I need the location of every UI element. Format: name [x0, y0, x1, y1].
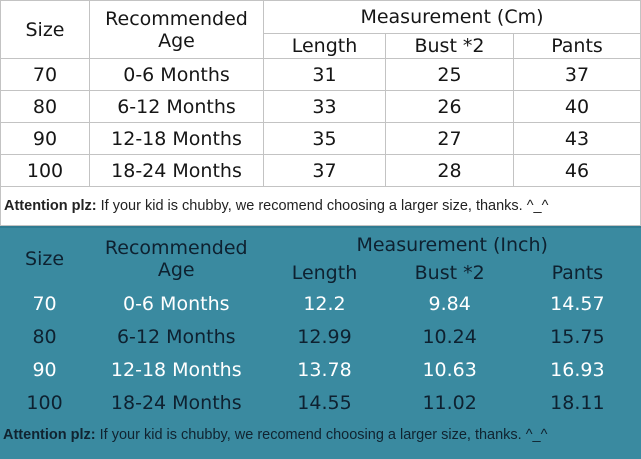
- pants-cell: 37: [512, 58, 641, 91]
- table-row: 90 12-18 Months 13.78 10.63 16.93: [0, 353, 641, 386]
- inch-bust-header: Bust *2: [414, 261, 485, 284]
- bust-cell: 25: [385, 58, 514, 91]
- attention-note-text: If your kid is chubby, we recomend choos…: [95, 426, 548, 443]
- length-cell: 12.99: [297, 325, 352, 348]
- inch-length-header: Length: [291, 261, 358, 284]
- cm-table-title: Measurement (Cm): [262, 0, 641, 34]
- pants-cell: 40: [512, 90, 641, 123]
- inch-table-title: Measurement (Inch): [356, 233, 548, 256]
- size-cell: 90: [0, 122, 90, 155]
- bust-cell: 26: [385, 90, 514, 123]
- cm-age-header: Recommended Age: [89, 0, 264, 59]
- cm-header-row: Size Recommended Age Measurement (Cm): [0, 0, 641, 59]
- size-cell: 90: [32, 358, 57, 381]
- age-cell: 6-12 Months: [89, 90, 264, 123]
- pants-cell: 15.75: [550, 325, 605, 348]
- cm-length-header: Length: [263, 33, 386, 59]
- inch-pants-header: Pants: [551, 261, 604, 284]
- pants-cell: 18.11: [550, 391, 605, 414]
- pants-cell: 14.57: [550, 292, 605, 315]
- inch-size-table: Size Recommended Age Measurement (Inch) …: [0, 231, 641, 450]
- length-cell: 33: [263, 90, 386, 123]
- bust-cell: 10.63: [422, 358, 477, 381]
- cm-size-table: Size Recommended Age Measurement (Cm) Le…: [0, 0, 641, 226]
- pants-cell: 16.93: [550, 358, 605, 381]
- table-row: 100 18-24 Months 37 28 46: [0, 154, 641, 187]
- table-row: 80 6-12 Months 12.99 10.24 15.75: [0, 320, 641, 353]
- length-cell: 37: [263, 154, 386, 187]
- table-row: 80 6-12 Months 33 26 40: [0, 90, 641, 123]
- inch-size-header: Size: [25, 248, 65, 270]
- inch-note-row: Attention plz: If your kid is chubby, we…: [0, 419, 641, 450]
- age-cell: 12-18 Months: [110, 358, 242, 381]
- length-cell: 31: [263, 58, 386, 91]
- cm-subheader-row: Length Bust *2 Pants: [1, 33, 641, 59]
- length-cell: 35: [263, 122, 386, 155]
- size-cell: 100: [0, 154, 90, 187]
- inch-subheader-row: Length Bust *2 Pants: [0, 258, 641, 287]
- age-cell: 18-24 Months: [110, 391, 242, 414]
- bust-cell: 28: [385, 154, 514, 187]
- attention-note: Attention plz: If your kid is chubby, we…: [0, 186, 641, 226]
- table-row: 100 18-24 Months 14.55 11.02 18.11: [0, 386, 641, 419]
- cm-note-row: Attention plz: If your kid is chubby, we…: [0, 186, 641, 226]
- attention-note-label: Attention plz:: [4, 198, 97, 214]
- bust-cell: 10.24: [422, 325, 477, 348]
- size-cell: 70: [0, 58, 90, 91]
- size-cell: 100: [26, 391, 63, 414]
- cm-bust-header: Bust *2: [385, 33, 514, 59]
- attention-note-text: If your kid is chubby, we recomend choos…: [96, 198, 549, 214]
- age-cell: 0-6 Months: [89, 58, 264, 91]
- table-row: 70 0-6 Months 31 25 37: [0, 58, 641, 91]
- length-cell: 14.55: [297, 391, 352, 414]
- pants-cell: 43: [512, 122, 641, 155]
- table-row: 70 0-6 Months 12.2 9.84 14.57: [0, 287, 641, 320]
- bust-cell: 9.84: [428, 292, 471, 315]
- size-cell: 70: [32, 292, 57, 315]
- pants-cell: 46: [512, 154, 641, 187]
- age-cell: 0-6 Months: [122, 292, 230, 315]
- size-cell: 80: [32, 325, 57, 348]
- cm-pants-header: Pants: [512, 33, 641, 59]
- inch-age-header: Recommended Age: [104, 237, 248, 281]
- cm-size-header: Size: [0, 0, 90, 59]
- size-cell: 80: [0, 90, 90, 123]
- table-row: 90 12-18 Months 35 27 43: [0, 122, 641, 155]
- age-cell: 12-18 Months: [89, 122, 264, 155]
- bust-cell: 11.02: [422, 391, 477, 414]
- bust-cell: 27: [385, 122, 514, 155]
- age-cell: 6-12 Months: [116, 325, 236, 348]
- inch-section: Size Recommended Age Measurement (Inch) …: [0, 226, 641, 459]
- length-cell: 13.78: [297, 358, 352, 381]
- length-cell: 12.2: [303, 292, 346, 315]
- attention-note: Attention plz: If your kid is chubby, we…: [0, 419, 641, 450]
- attention-note-label: Attention plz:: [3, 426, 96, 443]
- age-cell: 18-24 Months: [89, 154, 264, 187]
- inch-header-row: Size Recommended Age Measurement (Inch): [0, 231, 641, 282]
